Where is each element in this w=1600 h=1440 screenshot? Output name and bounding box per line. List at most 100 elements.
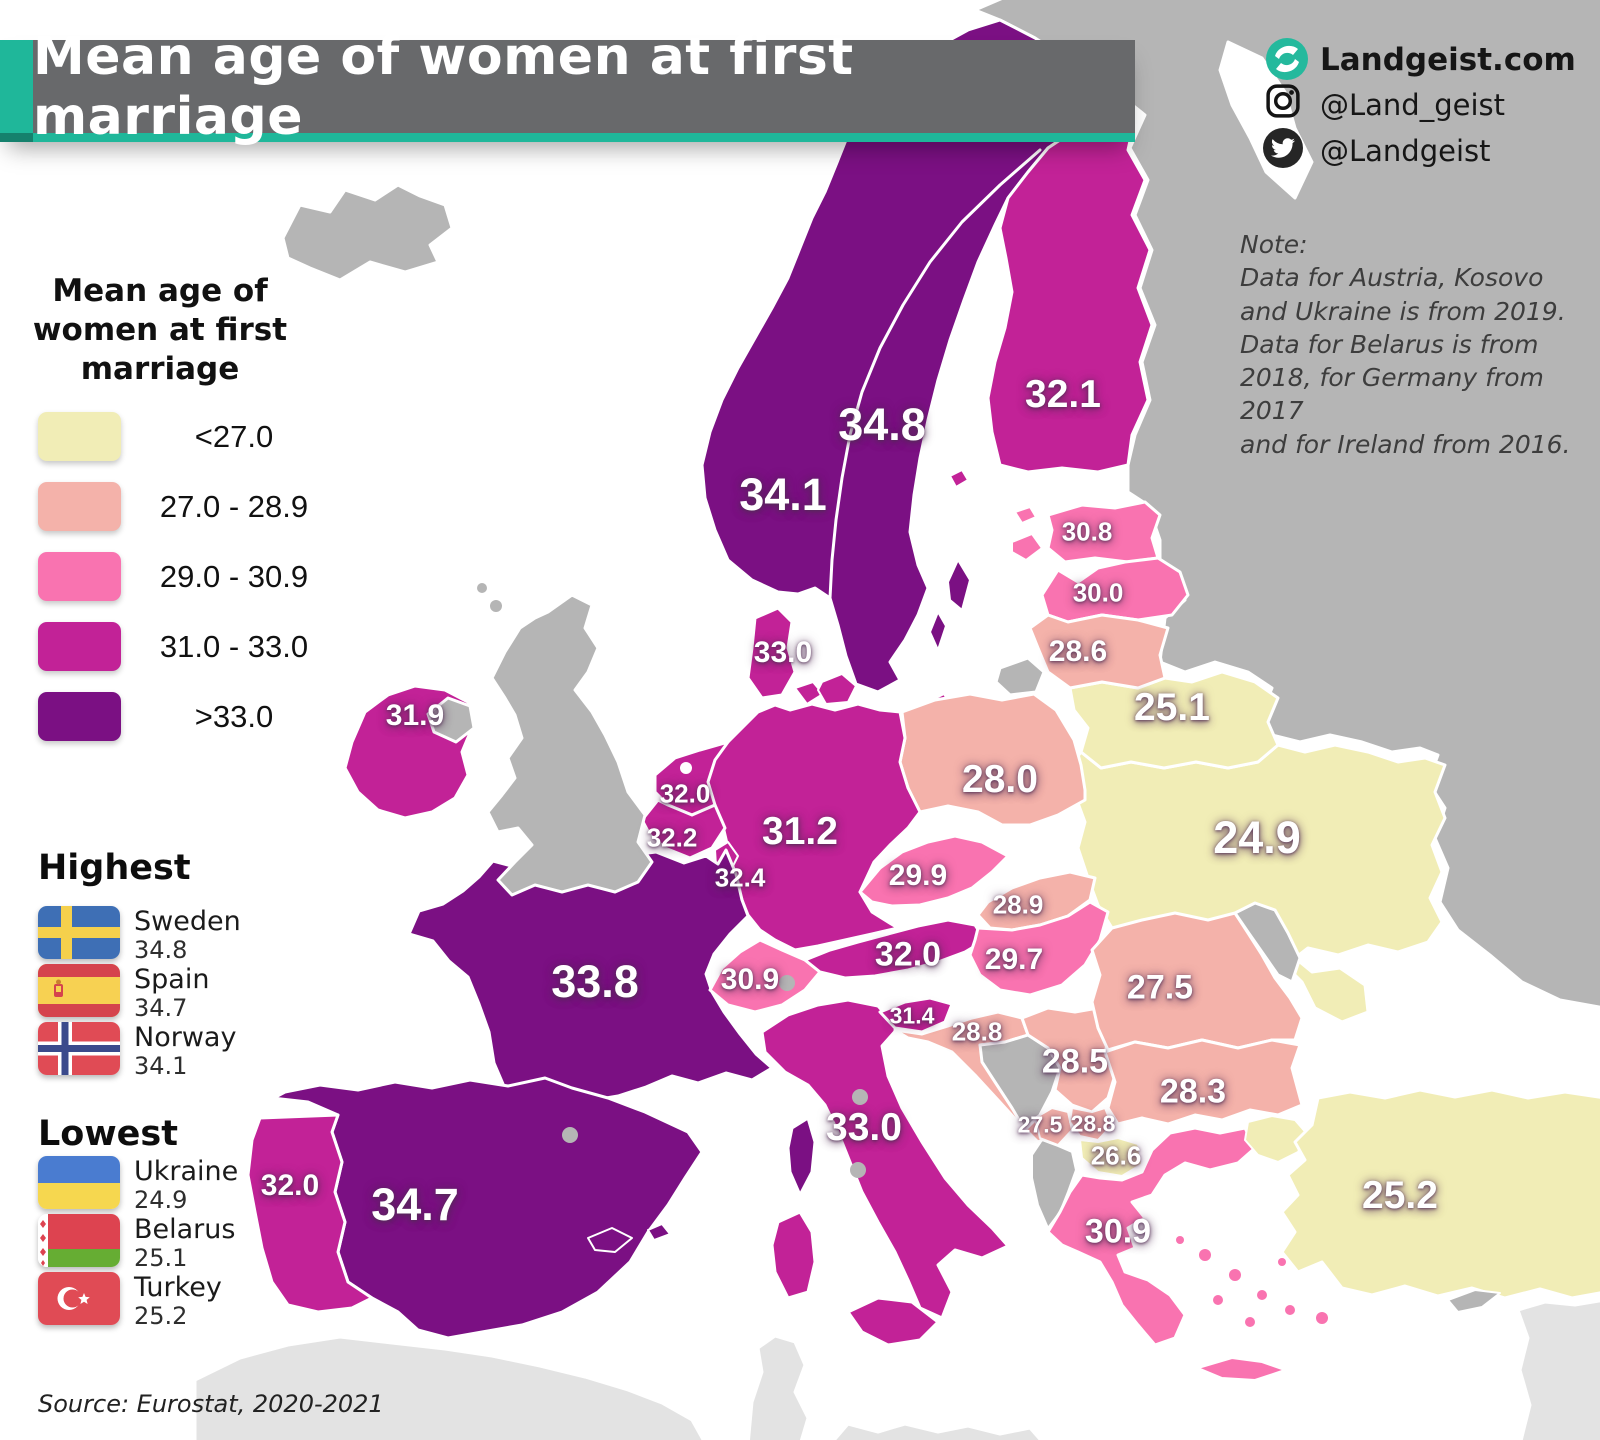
rank-value: 34.7: [134, 994, 188, 1023]
map-region-middle-east: [1516, 1299, 1600, 1440]
map-country-cyprus: [1447, 1289, 1501, 1313]
map-label-finland: 32.1: [1025, 373, 1101, 416]
page-title: Mean age of women at first marriage: [33, 26, 854, 147]
map-region-north-africa: [193, 1335, 705, 1440]
rank-country: Belarus: [134, 1214, 236, 1245]
map-country-lithuania: [1028, 613, 1170, 690]
source-credit: Source: Eurostat, 2020-2021: [38, 1390, 384, 1418]
legend-title: Mean age of women at first marriage: [30, 272, 290, 388]
legend-range: 31.0 - 33.0: [159, 628, 309, 664]
map-region-libya: [832, 1422, 1043, 1440]
map-label-italy: 33.0: [826, 1106, 902, 1149]
rank-value: 34.8: [134, 936, 188, 965]
note-line: Data for Austria, Kosovo: [1240, 263, 1544, 293]
map-label-north-macedonia: 26.6: [1090, 1140, 1142, 1171]
map-label-luxembourg: 32.4: [714, 862, 766, 893]
rank-row-turkey: Turkey 25.2: [38, 1272, 222, 1330]
map-region-northern-ireland: [426, 696, 476, 744]
map-label-netherlands: 32.0: [659, 778, 711, 809]
map-country-bosnia: [978, 1033, 1062, 1132]
legend-swatch-29-309: [38, 552, 121, 601]
map-region-corsica: [786, 1116, 817, 1197]
baltic-islands: [929, 469, 971, 711]
rank-country: Sweden: [134, 906, 241, 937]
map-country-switzerland: [708, 938, 822, 1014]
map-label-latvia: 30.0: [1072, 577, 1124, 608]
twitter-handle: @Landgeist: [1320, 134, 1491, 168]
legend-swatch-31-33: [38, 622, 121, 671]
map-country-hungary: [968, 900, 1110, 997]
map-country-turkey: [1280, 1088, 1600, 1300]
rank-value: 25.1: [134, 1244, 188, 1273]
map-label-kosovo: 28.8: [1070, 1110, 1116, 1137]
legend-range: 29.0 - 30.9: [159, 558, 309, 594]
map-country-montenegro: [1034, 1107, 1073, 1146]
landgeist-globe-icon: [1266, 38, 1308, 80]
belarus-flag: [38, 1214, 120, 1267]
legend-swatch-gt33: [38, 692, 121, 741]
map-country-moldova: [1233, 901, 1302, 984]
map-label-spain: 34.7: [371, 1179, 459, 1230]
map-country-slovenia: [878, 996, 954, 1034]
map-region-sardinia: [770, 1210, 817, 1300]
map-label-germany: 31.2: [762, 810, 838, 853]
map-country-portugal: [246, 1113, 374, 1314]
site-url: Landgeist.com: [1320, 42, 1576, 78]
rank-row-norway: Norway 34.1: [38, 1022, 236, 1080]
map-region-tunisia: [746, 1334, 810, 1440]
banner-accent: [0, 40, 33, 133]
norway-flag: [38, 1022, 120, 1075]
lowest-heading: Lowest: [38, 1114, 178, 1154]
map-region-turkish-thrace: [1244, 1115, 1309, 1163]
map-label-belgium: 32.2: [646, 822, 698, 853]
estonia-islands: [1011, 506, 1043, 561]
balearic-islands: [587, 1223, 671, 1253]
scottish-isles: [477, 583, 502, 612]
map-country-bulgaria: [1103, 1038, 1304, 1126]
map-label-montenegro: 27.5: [1017, 1111, 1063, 1138]
rank-country: Turkey: [134, 1272, 222, 1303]
rank-row-ukraine: Ukraine 24.9: [38, 1156, 238, 1214]
ukraine-flag: [38, 1156, 120, 1209]
note-line: and for Ireland from 2016.: [1240, 429, 1571, 459]
map-label-bulgaria: 28.3: [1159, 1072, 1227, 1111]
rank-value: 34.1: [134, 1052, 188, 1081]
note-line: Data for Belarus is from: [1240, 329, 1539, 359]
spain-flag: [38, 964, 120, 1017]
note-line: and Ukraine is from 2019.: [1240, 296, 1566, 326]
legend-swatch-lt27: [38, 412, 121, 461]
legend-range: >33.0: [194, 698, 274, 734]
map-label-austria: 32.0: [874, 935, 942, 974]
map-region-crete: [1197, 1357, 1286, 1381]
map-country-romania: [1090, 911, 1304, 1052]
instagram-handle: @Land_geist: [1320, 88, 1506, 122]
rank-country: Ukraine: [134, 1156, 239, 1187]
turkey-flag: [38, 1272, 120, 1325]
rank-row-spain: Spain 34.7: [38, 964, 209, 1022]
banner-bar: [33, 40, 1135, 133]
map-label-romania: 27.5: [1126, 968, 1194, 1007]
sweden-flag: [38, 906, 120, 959]
instagram-icon: [1266, 84, 1300, 118]
legend-item: 27.0 - 28.9: [38, 482, 319, 531]
map-country-kosovo: [1069, 1107, 1113, 1141]
map-country-north-macedonia: [1079, 1137, 1143, 1177]
legend-range: <27.0: [194, 418, 274, 454]
legend-swatch-27-289: [38, 482, 121, 531]
rank-value: 24.9: [134, 1186, 188, 1215]
data-note: Note: Data for Austria, Kosovo and Ukrai…: [1240, 228, 1600, 461]
map-label-croatia: 28.8: [951, 1016, 1003, 1047]
map-country-denmark: [746, 606, 857, 705]
title-banner: Mean age of women at first marriage: [0, 26, 1135, 147]
map-label-turkey: 25.2: [1362, 1174, 1438, 1217]
map-label-greece: 30.9: [1084, 1212, 1152, 1251]
map-label-ukraine: 24.9: [1213, 812, 1301, 863]
microstate-dots: [562, 975, 868, 1178]
map-label-ireland: 31.9: [385, 699, 445, 732]
map-country-belgium: [640, 798, 727, 860]
map-label-norway: 34.1: [739, 469, 827, 520]
legend-item: <27.0: [38, 412, 319, 461]
legend-item: >33.0: [38, 692, 319, 741]
